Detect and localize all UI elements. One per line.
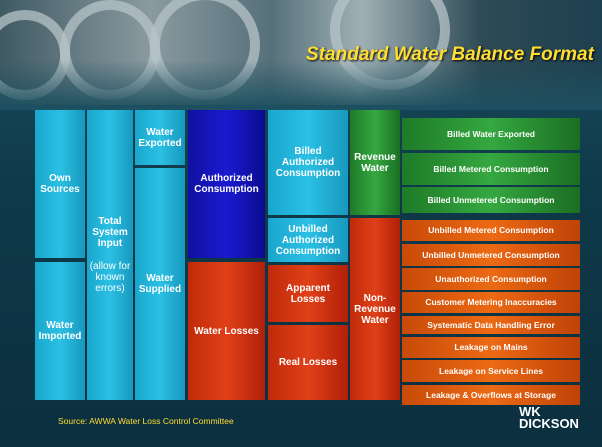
label: Unbilled Unmetered Consumption	[422, 249, 560, 260]
label: Water Supplied	[138, 273, 182, 295]
label: Billed Metered Consumption	[433, 163, 549, 174]
detail-box: Leakage on Mains	[402, 337, 580, 358]
detail-box: Leakage & Overflows at Storage	[402, 385, 580, 405]
label: Total System Input	[92, 216, 128, 249]
note: (allow for known errors)	[89, 261, 131, 294]
label: Water Exported	[138, 126, 182, 149]
box: Billed Authorized Consumption	[268, 110, 348, 215]
label: Water Imported	[38, 320, 82, 342]
box: Apparent Losses	[268, 265, 348, 322]
box: Real Losses	[268, 325, 348, 400]
detail-box: Unbilled Metered Consumption	[402, 220, 580, 241]
label: Revenue Water	[354, 151, 396, 174]
label: Unauthorized Consumption	[435, 273, 547, 284]
box: Water Supplied	[135, 168, 185, 400]
label: Unbilled Authorized Consumption	[275, 223, 341, 257]
detail-box: Billed Metered Consumption	[402, 153, 580, 185]
label: Own Sources	[40, 173, 80, 195]
logo-top: WK	[519, 404, 541, 419]
detail-box: Systematic Data Handling Error	[402, 316, 580, 334]
box: Water Losses	[188, 262, 265, 400]
label: Leakage on Mains	[454, 342, 528, 352]
label: Billed Water Exported	[446, 128, 535, 139]
detail-box: Customer Metering Inaccuracies	[402, 292, 580, 313]
label: Apparent Losses	[286, 282, 330, 305]
logo: WK DICKSON	[505, 404, 579, 431]
detail-box: Billed Unmetered Consumption	[402, 187, 580, 213]
label: Billed Unmetered Consumption	[427, 194, 555, 205]
label: Systematic Data Handling Error	[427, 319, 555, 330]
label: Non-Revenue Water	[354, 292, 396, 326]
label: Water Losses	[194, 325, 259, 337]
box: Revenue Water	[350, 110, 400, 215]
box: Unbilled Authorized Consumption	[268, 218, 348, 262]
photo-fade	[0, 60, 602, 110]
box: Water Exported	[135, 110, 185, 165]
detail-box: Unbilled Unmetered Consumption	[402, 244, 580, 266]
box: Own Sources	[35, 110, 85, 258]
detail-box: Leakage on Service Lines	[402, 360, 580, 382]
label: Customer Metering Inaccuracies	[425, 297, 557, 307]
label: Unbilled Metered Consumption	[428, 225, 554, 235]
label: Real Losses	[278, 357, 338, 368]
box: Non-Revenue Water	[350, 218, 400, 400]
logo-bottom: DICKSON	[519, 416, 579, 431]
label: Billed Authorized Consumption	[275, 146, 341, 179]
label: Authorized Consumption	[194, 173, 259, 195]
label: Leakage on Service Lines	[439, 365, 543, 376]
source: Source: AWWA Water Loss Control Committe…	[58, 416, 234, 426]
detail-box: Billed Water Exported	[402, 118, 580, 150]
title: Standard Water Balance Format	[306, 44, 594, 65]
box: Total System Input (allow for known erro…	[87, 110, 133, 400]
label: Leakage & Overflows at Storage	[426, 389, 556, 400]
detail-box: Unauthorized Consumption	[402, 268, 580, 290]
box: Water Imported	[35, 262, 85, 400]
box: Authorized Consumption	[188, 110, 265, 258]
